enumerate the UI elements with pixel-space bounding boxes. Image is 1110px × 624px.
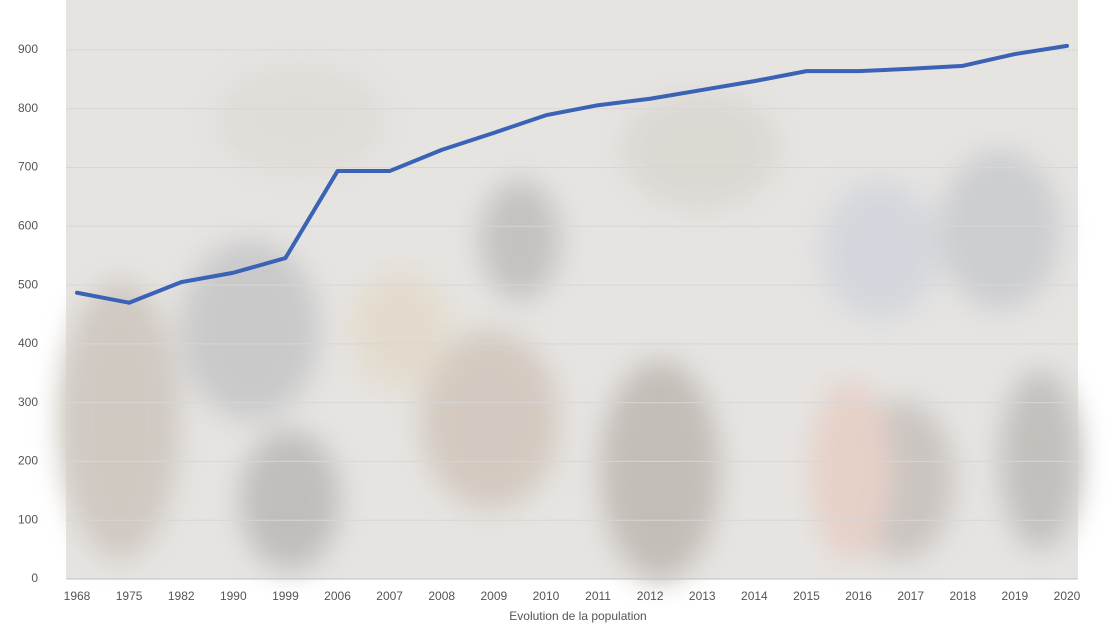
x-tick-label: 2020 [1054,589,1081,603]
x-tick-label: 2015 [793,589,820,603]
x-tick-label: 2019 [1002,589,1029,603]
y-tick-label: 700 [18,160,38,174]
x-tick-label: 1990 [220,589,247,603]
x-tick-label: 2017 [897,589,924,603]
x-tick-label: 1975 [116,589,143,603]
x-tick-label: 2016 [845,589,872,603]
line-series [75,43,1069,305]
x-tick-label: 2008 [428,589,455,603]
y-tick-label: 600 [18,218,38,232]
x-tick-label: 2006 [324,589,351,603]
y-tick-label: 200 [18,454,38,468]
x-tick-label: 1999 [272,589,299,603]
y-tick-label: 100 [18,512,38,526]
crowd-photo [60,0,1080,580]
x-tick-label: 2014 [741,589,768,603]
y-tick-label: 500 [18,277,38,291]
x-axis-label: Evolution de la population [509,609,646,623]
x-tick-label: 2007 [376,589,403,603]
y-tick-label: 800 [18,101,38,115]
x-tick-label: 1982 [168,589,195,603]
y-tick-label: 900 [18,42,38,56]
y-tick-label: 0 [31,571,38,585]
x-tick-label: 2011 [585,589,611,603]
x-tick-label: 2013 [689,589,716,603]
x-tick-label: 2012 [637,589,664,603]
y-tick-label: 300 [18,395,38,409]
x-tick-label: 2010 [533,589,560,603]
x-tick-label: 1968 [64,589,91,603]
y-tick-label: 400 [18,336,38,350]
x-tick-label: 2018 [949,589,976,603]
x-tick-label: 2009 [480,589,507,603]
